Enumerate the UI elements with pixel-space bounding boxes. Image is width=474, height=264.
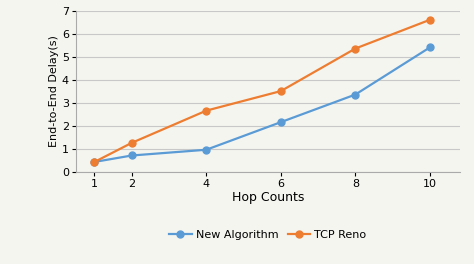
New Algorithm (91, 160, 97, 163)
TCP Reno (203, 109, 209, 112)
Y-axis label: End-to-End Delay(s): End-to-End Delay(s) (49, 35, 59, 147)
TCP Reno (278, 89, 284, 93)
TCP Reno (129, 141, 135, 144)
Line: TCP Reno: TCP Reno (91, 16, 433, 166)
TCP Reno (427, 18, 433, 21)
New Algorithm (129, 154, 135, 157)
TCP Reno (91, 160, 97, 163)
Legend: New Algorithm, TCP Reno: New Algorithm, TCP Reno (165, 225, 371, 244)
X-axis label: Hop Counts: Hop Counts (232, 191, 304, 204)
New Algorithm (278, 121, 284, 124)
Line: New Algorithm: New Algorithm (91, 44, 433, 166)
New Algorithm (427, 46, 433, 49)
TCP Reno (353, 47, 358, 50)
New Algorithm (353, 93, 358, 96)
New Algorithm (203, 148, 209, 151)
